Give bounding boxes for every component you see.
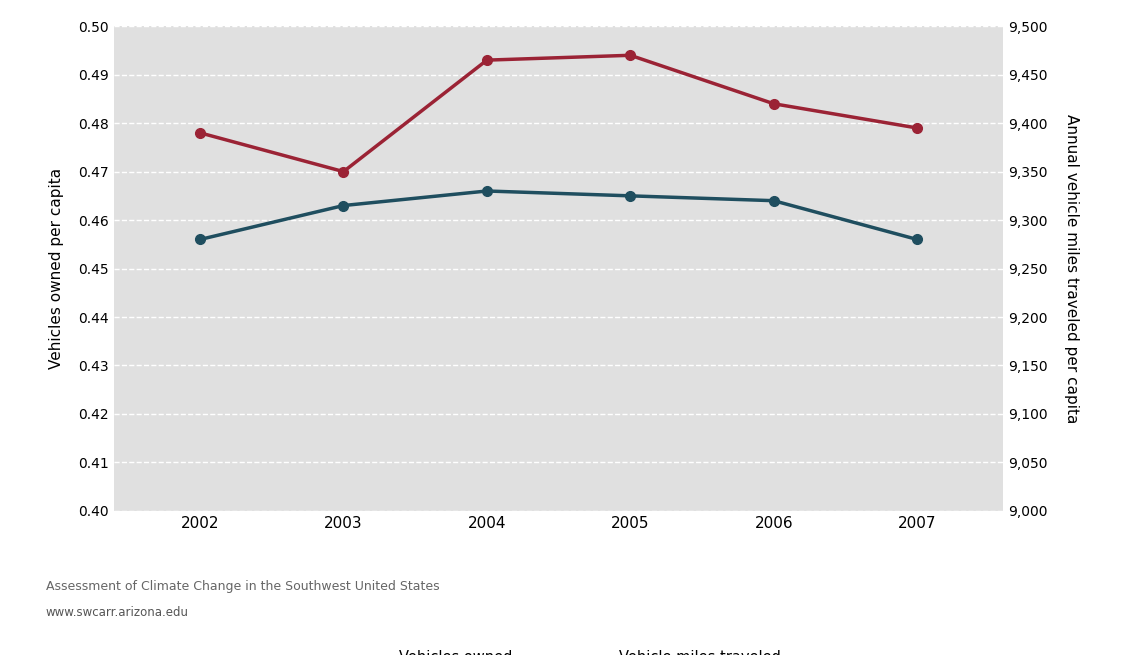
Legend: Vehicles owned
per capita, Vehicle miles traveled
per capita: Vehicles owned per capita, Vehicle miles… [331, 644, 787, 655]
Y-axis label: Vehicles owned per capita: Vehicles owned per capita [49, 168, 65, 369]
Y-axis label: Annual vehicle miles traveled per capita: Annual vehicle miles traveled per capita [1065, 114, 1080, 423]
Text: Assessment of Climate Change in the Southwest United States: Assessment of Climate Change in the Sout… [46, 580, 439, 593]
Text: www.swcarr.arizona.edu: www.swcarr.arizona.edu [46, 606, 188, 619]
